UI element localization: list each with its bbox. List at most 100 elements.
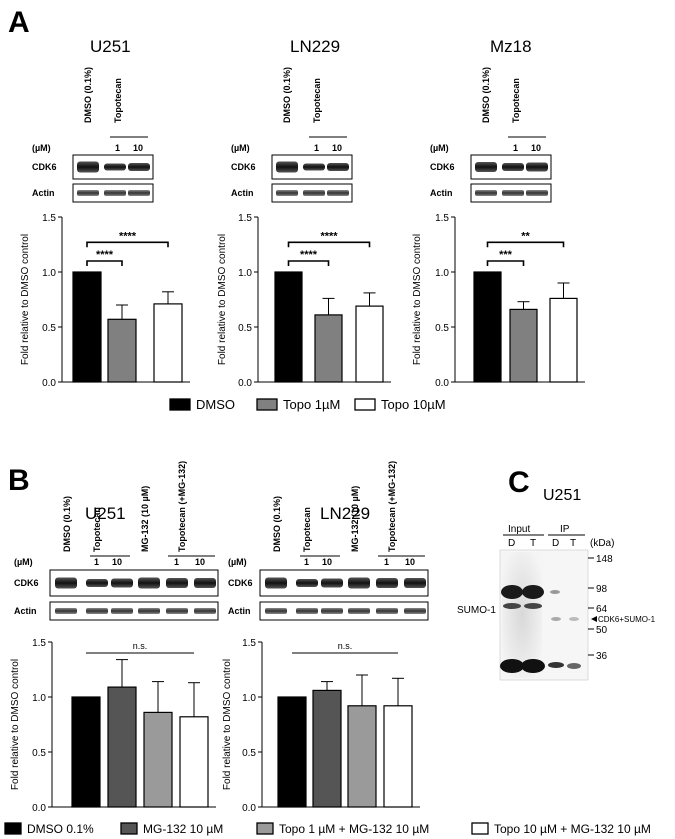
lane-smear (502, 552, 542, 678)
chart-title: U251 (85, 504, 126, 523)
cdk6-band (348, 577, 370, 589)
conc-label: (µM) (231, 143, 250, 153)
cdk6-band (111, 578, 133, 588)
lane-header: Topotecan (+MG-132) (387, 461, 397, 552)
blot-group: DMSO (0.1%) Topotecan MG-132 (10 µM) Topote… (14, 461, 219, 621)
actin-band (86, 608, 108, 614)
y-tick-label: 0.0 (242, 803, 256, 814)
y-tick-label: 0.0 (32, 803, 46, 814)
y-tick-label: 0.5 (242, 748, 256, 759)
legend-swatch (4, 822, 22, 835)
actin-band (265, 608, 287, 614)
actin-blot-frame (49, 601, 219, 621)
lane-header: Topotecan (92, 507, 102, 552)
conc-value: 1 (384, 557, 389, 567)
lane-d-1: D (508, 538, 515, 549)
y-tick-label: 1.5 (435, 213, 449, 224)
actin-band (55, 608, 77, 614)
y-tick-label: 1.0 (32, 693, 46, 704)
actin-band (111, 608, 133, 614)
conc-value: 1 (304, 557, 309, 567)
band-ipt-30 (567, 663, 581, 669)
bar-1 (72, 271, 102, 383)
blot-group: DMSO (0.1%) Topotecan MG-132 (10 µM) Topote… (228, 461, 429, 621)
cdk6-band (526, 162, 548, 172)
actin-band (327, 190, 349, 196)
actin-band (276, 190, 298, 196)
legend-swatch (471, 822, 489, 835)
legend-swatch (256, 822, 274, 835)
marker-label: 64 (596, 604, 608, 615)
lane-header: MG-132 (10 µM) (350, 486, 360, 552)
y-tick-label: 0.5 (238, 323, 252, 334)
actin-band (194, 608, 216, 614)
significance-bracket (86, 260, 123, 266)
actin-label: Actin (14, 606, 37, 616)
lane-t-1: T (530, 538, 536, 549)
cdk6-band (276, 161, 298, 173)
panel-a-blots: DMSO (0.1%) Topotecan(µM) 1 10CDK6ActinDMSO… (32, 67, 552, 203)
chart-3: Mz18 0.0 0.5 1.0 1.5 Fold relative to DMSO co… (412, 37, 585, 389)
bar-2 (312, 689, 342, 808)
lane-header: Topotecan (302, 507, 312, 552)
chart-5: LN229 0.0 0.5 1.0 1.5 Fold relative to DMSO c… (222, 504, 420, 814)
actin-band (296, 608, 318, 614)
actin-label: Actin (228, 606, 251, 616)
chart-title: Mz18 (490, 37, 532, 56)
significance-label: **** (320, 230, 338, 242)
band-d-98 (501, 585, 523, 599)
actin-band (77, 190, 99, 196)
panel-c-blot: U251 Input IP D T D T (kDa) 14898645036 … (457, 487, 656, 681)
bar-1 (473, 271, 502, 383)
y-tick-label: 1.0 (42, 268, 56, 279)
band-d-70 (503, 603, 521, 609)
y-tick-label: 0.5 (32, 748, 46, 759)
actin-band (166, 608, 188, 614)
legend-label: MG-132 10 µM (143, 822, 223, 836)
lane-header: Topotecan (+MG-132) (177, 461, 187, 552)
cdk6-band (376, 578, 398, 588)
significance-label: **** (119, 230, 137, 242)
cdk6-band (194, 578, 216, 588)
actin-label: Actin (430, 188, 453, 198)
conc-value: 10 (405, 557, 415, 567)
legend-swatch (169, 398, 191, 411)
bar-3 (549, 297, 578, 383)
significance-label: **** (96, 249, 114, 261)
band-t-30 (521, 659, 545, 673)
actin-band (376, 608, 398, 614)
cdk6-band (502, 163, 524, 171)
band-ipd-30 (548, 662, 564, 668)
bar-1 (277, 696, 307, 808)
blot-group: DMSO (0.1%) Topotecan (µM) 1 10 CDK6 Actin (231, 67, 353, 203)
bar-2 (107, 318, 137, 383)
actin-band (348, 608, 370, 614)
bar-charts: U251 0.0 0.5 1.0 1.5 Fold relative to DMSO co… (10, 37, 585, 814)
lane-header: MG-132 (10 µM) (140, 486, 150, 552)
y-tick-label: 1.5 (32, 638, 46, 649)
cdk6-band (404, 578, 426, 588)
cdk6-label: CDK6 (32, 162, 57, 172)
cdk6-band (475, 162, 497, 172)
bar-4 (179, 716, 209, 808)
lane-header: DMSO (0.1%) (481, 67, 491, 123)
panel-label-a: A (8, 6, 30, 39)
actin-band (475, 190, 497, 196)
chart-1: U251 0.0 0.5 1.0 1.5 Fold relative to DMSO co… (20, 37, 190, 389)
conc-value: 1 (314, 143, 319, 153)
marker-label: 98 (596, 584, 608, 595)
band-t-98 (522, 585, 544, 599)
ip-label: IP (560, 524, 570, 535)
lane-header: Topotecan (113, 78, 123, 123)
lane-header: DMSO (0.1%) (282, 67, 292, 123)
lane-d-2: D (552, 538, 559, 549)
y-axis-label: Fold relative to DMSO control (20, 234, 31, 365)
significance-label: **** (300, 249, 318, 261)
legend-swatch (120, 822, 138, 835)
legend-label: Topo 10µM (381, 397, 446, 412)
chart-2: LN229 0.0 0.5 1.0 1.5 Fold relative to DMSO c… (217, 37, 391, 389)
panel-c-title: U251 (543, 487, 581, 504)
legend-label: DMSO (196, 397, 235, 412)
y-tick-label: 1.5 (242, 638, 256, 649)
